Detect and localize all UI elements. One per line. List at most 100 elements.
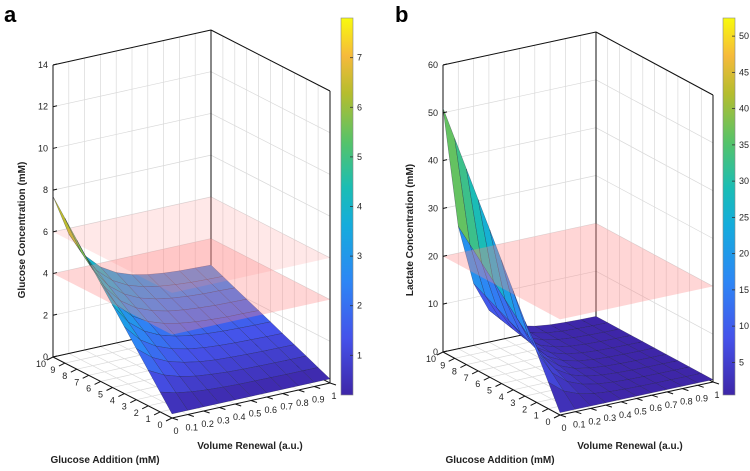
back-wall-gridline <box>52 71 212 108</box>
back-wall-gridline <box>52 113 212 149</box>
y-tick-label: 6 <box>475 379 480 389</box>
x-tick <box>250 400 258 403</box>
side-wall-gridline <box>595 175 714 239</box>
x-tick-label: 0.4 <box>233 412 246 422</box>
box-edge <box>442 31 597 66</box>
side-wall-gridline <box>210 238 331 300</box>
y-tick-label: 3 <box>122 402 127 412</box>
z-tick-label: 60 <box>428 60 438 70</box>
y-tick-label: 0 <box>545 417 550 427</box>
x-tick-label: 0 <box>173 426 178 436</box>
z-tick-label: 10 <box>38 143 48 153</box>
x-tick-label: 0.5 <box>249 409 262 419</box>
x-tick <box>266 396 273 400</box>
y-tick-label: 4 <box>499 392 504 402</box>
threshold-plane <box>53 196 330 293</box>
y-tick <box>106 387 113 391</box>
y-tick-label: 2 <box>522 404 527 414</box>
colorbar-tick-label: 7 <box>357 53 362 63</box>
z-tick <box>442 63 448 66</box>
box-edge <box>210 29 331 92</box>
z-tick-label: 4 <box>43 269 48 279</box>
y-tick-label: 1 <box>146 414 151 424</box>
colorbar-tick-label: 50 <box>739 31 749 41</box>
y-tick-label: 5 <box>98 390 103 400</box>
z-tick-label: 20 <box>428 251 438 261</box>
y-tick <box>553 414 561 419</box>
z-tick-label: 2 <box>43 310 48 320</box>
y-tick-label: 7 <box>74 377 79 387</box>
x-tick-label: 0.3 <box>604 413 617 423</box>
side-wall-gridline <box>595 79 714 144</box>
colorbar-tick-label: 20 <box>739 249 749 259</box>
x-tick <box>575 411 582 415</box>
back-wall-gridline <box>52 154 212 191</box>
side-wall-gridline <box>595 127 714 191</box>
x-tick-label: 0.6 <box>265 405 278 415</box>
colorbar-tick-label: 45 <box>739 67 749 77</box>
back-wall-gridline <box>442 127 597 162</box>
colorbar <box>722 17 736 396</box>
side-wall-gridline <box>595 223 714 287</box>
x-tick <box>219 407 226 410</box>
x-tick-label: 0.8 <box>296 398 309 408</box>
y-tick-label: 6 <box>86 383 91 393</box>
z-tick-label: 40 <box>428 156 438 166</box>
z-tick-label: 6 <box>43 227 48 237</box>
colorbar-tick-label: 10 <box>739 321 749 331</box>
colorbar-tick-label: 4 <box>357 202 362 212</box>
y-tick <box>165 417 173 422</box>
side-wall-gridline <box>210 113 331 175</box>
z-tick <box>442 159 448 162</box>
z-tick <box>52 146 58 149</box>
x-tick-label: 0.8 <box>680 397 693 407</box>
x-tick-label: 0.7 <box>280 402 293 412</box>
x-tick <box>298 389 305 393</box>
z-tick <box>442 302 448 305</box>
x-tick <box>590 407 597 411</box>
box-edge <box>595 31 714 96</box>
colorbar-tick-label: 35 <box>739 140 749 150</box>
x-tick <box>712 381 720 385</box>
y-tick <box>495 383 502 387</box>
y-tick-label: 10 <box>426 354 436 364</box>
x-tick-label: 0.9 <box>695 393 708 403</box>
colorbar-tick-label: 5 <box>739 357 744 367</box>
y-tick <box>130 399 137 404</box>
side-wall-gridline <box>210 154 331 217</box>
x-tick-label: 0.9 <box>312 395 325 405</box>
threshold-plane <box>443 223 713 320</box>
y-tick <box>471 370 479 375</box>
x-tick <box>235 403 242 407</box>
z-tick-label: 30 <box>428 204 438 214</box>
z-tick-label: 10 <box>428 299 438 309</box>
x-tick-label: 0.2 <box>201 419 214 429</box>
y-tick <box>483 376 491 381</box>
x-tick <box>636 398 643 401</box>
z-axis-label: Glucose Concentration (mM) <box>17 162 28 299</box>
x-tick <box>282 393 289 396</box>
x-tick-label: 1 <box>714 390 719 400</box>
z-tick-label: 50 <box>428 108 438 118</box>
z-tick <box>52 355 58 358</box>
y-tick-label: 4 <box>110 396 115 406</box>
x-tick-label: 0 <box>561 423 566 433</box>
y-axis-label: Glucose Addition (mM) <box>50 455 159 466</box>
x-tick-label: 0.4 <box>619 410 632 420</box>
side-wall-gridline <box>210 196 331 259</box>
z-tick-label: 12 <box>38 102 48 112</box>
y-tick-label: 10 <box>36 359 46 369</box>
x-tick <box>697 384 704 388</box>
surface-patch <box>159 391 189 415</box>
y-tick <box>153 411 161 416</box>
back-wall-gridline <box>52 196 212 233</box>
y-tick <box>518 395 526 400</box>
y-tick-label: 3 <box>510 398 515 408</box>
z-tick <box>442 254 448 257</box>
back-wall-gridline <box>442 270 597 305</box>
y-tick-label: 5 <box>487 386 492 396</box>
x-tick <box>203 410 210 414</box>
x-tick-label: 1 <box>331 391 336 401</box>
